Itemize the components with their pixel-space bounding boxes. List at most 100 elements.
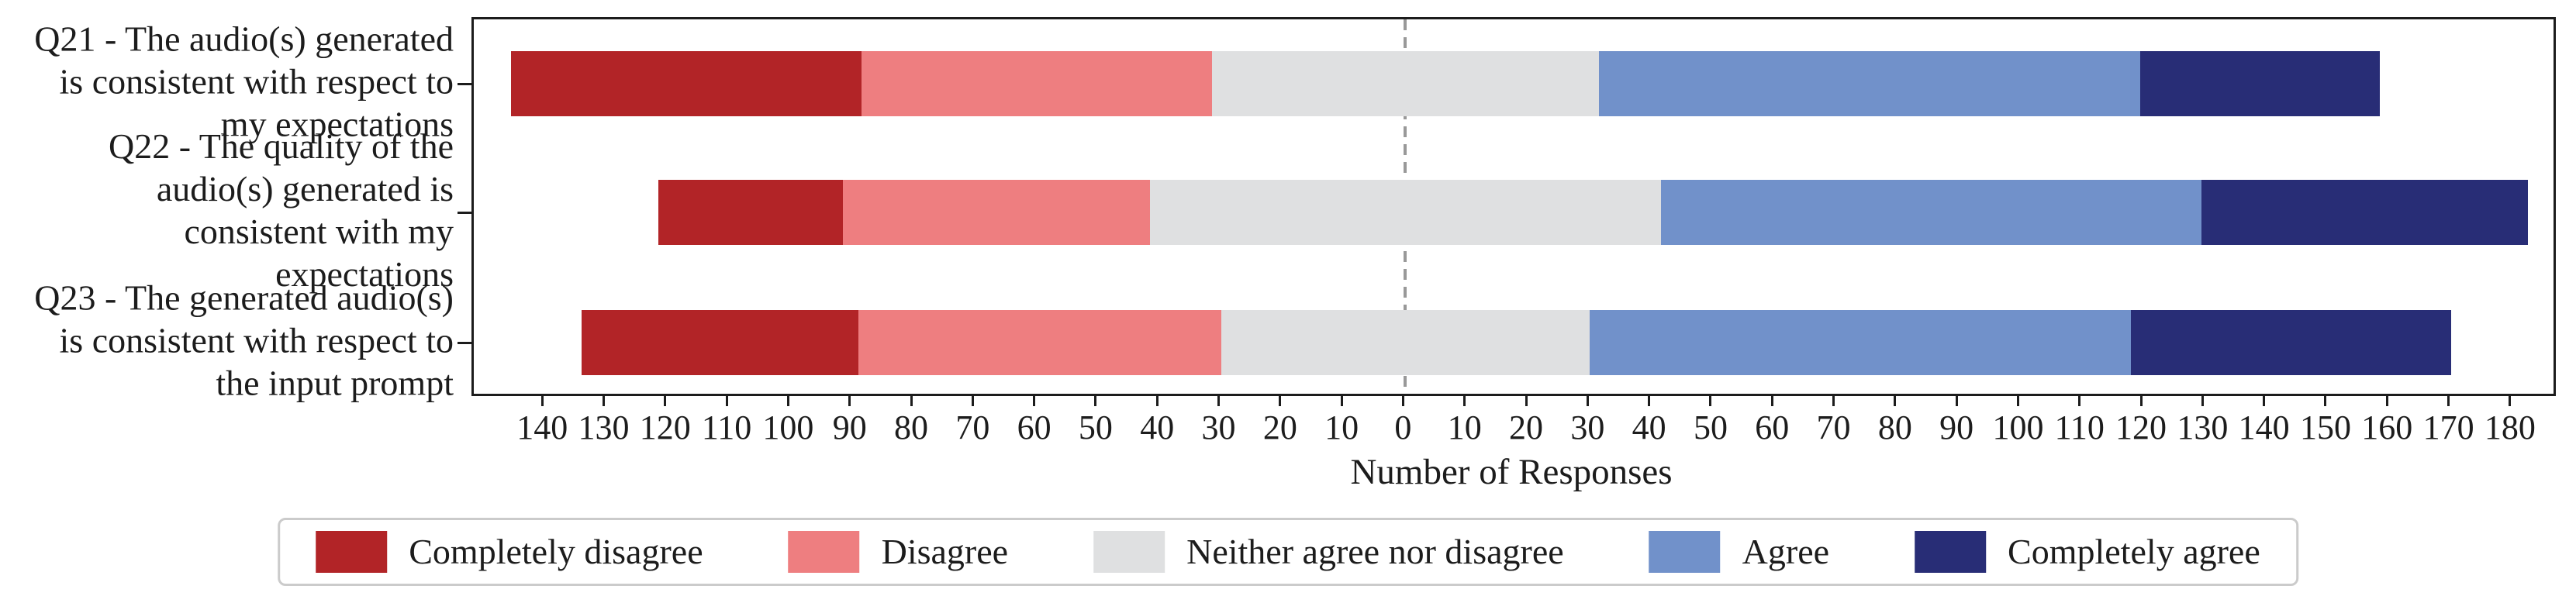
plot-area: [458, 17, 2556, 396]
x-tick-mark: [725, 394, 728, 406]
y-axis-label-line: is consistent with respect to: [59, 320, 454, 360]
x-tick-mark: [1832, 394, 1835, 406]
x-tick-label: 60: [1017, 408, 1051, 446]
bar-segment-q22-completely-agree: [2201, 180, 2528, 245]
y-axis-label-line: Q21 - The audio(s) generated: [34, 19, 454, 59]
x-tick-mark: [2016, 394, 2019, 406]
x-tick-label: 90: [1939, 408, 1974, 446]
x-tick-label: 10: [1447, 408, 1482, 446]
y-axis-label-line: consistent with my: [184, 212, 454, 251]
legend-label: Disagree: [881, 532, 1009, 571]
legend-swatch-icon: [316, 531, 388, 573]
x-tick-label: 110: [2054, 408, 2105, 446]
x-tick-label: 60: [1755, 408, 1790, 446]
x-tick-mark: [786, 394, 789, 406]
x-tick-mark: [2509, 394, 2512, 406]
x-tick-mark: [1648, 394, 1651, 406]
y-axis-label-line: Q23 - The generated audio(s): [34, 277, 454, 318]
x-tick-label: 130: [578, 408, 630, 446]
x-tick-mark: [1709, 394, 1712, 406]
x-tick-mark: [1586, 394, 1589, 406]
x-tick-mark: [2201, 394, 2204, 406]
x-tick-mark: [602, 394, 605, 406]
x-tick-label: 140: [516, 408, 568, 446]
x-tick-label: 70: [1816, 408, 1851, 446]
legend-item-agree: Agree: [1649, 531, 1829, 573]
x-tick-mark: [1279, 394, 1282, 406]
x-tick-label: 180: [2484, 408, 2536, 446]
x-tick-mark: [2385, 394, 2388, 406]
x-tick-label: 40: [1632, 408, 1666, 446]
legend-item-disagree: Disagree: [788, 531, 1009, 573]
y-axis-label-line: audio(s) generated is: [156, 169, 454, 209]
x-tick-mark: [2139, 394, 2143, 406]
legend-label: Neither agree nor disagree: [1186, 532, 1564, 571]
x-tick-label: 80: [1877, 408, 1912, 446]
legend: Completely disagree Disagree Neither agree…: [278, 518, 2298, 586]
x-tick-mark: [540, 394, 544, 406]
x-tick-label: 30: [1201, 408, 1236, 446]
bar-segment-q23-disagree: [858, 310, 1221, 375]
legend-swatch-icon: [1093, 531, 1165, 573]
bar-segment-q23-agree: [1590, 310, 2132, 375]
x-tick-mark: [1955, 394, 1958, 406]
legend-item-completely-agree: Completely agree: [1915, 531, 2260, 573]
x-tick-mark: [971, 394, 974, 406]
x-tick-mark: [2447, 394, 2450, 406]
x-tick-mark: [1033, 394, 1036, 406]
x-tick-mark: [848, 394, 851, 406]
x-tick-mark: [910, 394, 913, 406]
x-tick-label: 20: [1262, 408, 1297, 446]
x-tick-mark: [1155, 394, 1159, 406]
x-tick-mark: [1770, 394, 1773, 406]
x-axis-title: Number of Responses: [1350, 452, 1673, 492]
x-tick-mark: [664, 394, 667, 406]
x-tick-label: 50: [1078, 408, 1113, 446]
x-tick-label: 40: [1140, 408, 1175, 446]
bar-segment-q22-disagree: [842, 180, 1151, 245]
x-tick-mark: [1340, 394, 1343, 406]
x-tick-label: 160: [2361, 408, 2413, 446]
x-tick-label: 150: [2299, 408, 2351, 446]
x-tick-label: 90: [832, 408, 867, 446]
y-axis-label-line: expectations: [275, 254, 454, 294]
x-tick-mark: [2324, 394, 2327, 406]
x-tick-mark: [1401, 394, 1404, 406]
x-tick-label: 110: [701, 408, 752, 446]
legend-swatch-icon: [788, 531, 860, 573]
x-tick-mark: [2078, 394, 2081, 406]
bar-segment-q21-agree: [1599, 51, 2141, 116]
y-axis-label-line: Q22 - The quality of the: [109, 126, 454, 166]
x-tick-label: 100: [762, 408, 814, 446]
y-axis-label-q23: Q23 - The generated audio(s) is consisten…: [34, 277, 454, 405]
bar-segment-q22-neither-agree-nor-disagree: [1150, 180, 1661, 245]
x-tick-label: 30: [1570, 408, 1605, 446]
x-tick-label: 120: [639, 408, 691, 446]
x-tick-label: 130: [2177, 408, 2229, 446]
bar-segment-q23-completely-disagree: [581, 310, 858, 375]
y-tick-q22: [458, 212, 471, 214]
y-axis-label-line: my expectations: [220, 104, 454, 144]
bar-segment-q21-completely-disagree: [510, 51, 862, 116]
x-tick-mark: [1525, 394, 1528, 406]
y-axis-label-line: is consistent with respect to: [59, 61, 454, 102]
x-tick-label: 80: [894, 408, 928, 446]
x-tick-label: 20: [1509, 408, 1544, 446]
y-tick-q23: [458, 342, 471, 344]
x-tick-mark: [1463, 394, 1466, 406]
x-tick-mark: [1094, 394, 1097, 406]
bar-segment-q21-disagree: [861, 51, 1212, 116]
legend-label: Agree: [1742, 532, 1830, 571]
x-tick-mark: [2263, 394, 2266, 406]
legend-swatch-icon: [1915, 531, 1987, 573]
bar-segment-q23-completely-agree: [2131, 310, 2451, 375]
legend-label: Completely disagree: [409, 532, 703, 571]
x-tick-mark: [1217, 394, 1221, 406]
x-tick-label: 10: [1324, 408, 1359, 446]
x-tick-mark: [1894, 394, 1897, 406]
x-tick-label: 120: [2115, 408, 2167, 446]
x-tick-label: 100: [1992, 408, 2044, 446]
y-axis-label-q22: Q22 - The quality of the audio(s) generat…: [109, 125, 454, 295]
y-axis-label-line: the input prompt: [216, 363, 454, 403]
legend-label: Completely agree: [2008, 532, 2260, 571]
